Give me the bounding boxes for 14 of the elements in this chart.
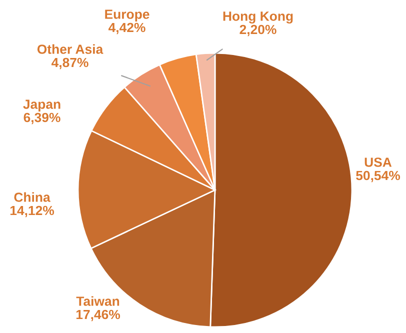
data-label: 4,42% <box>108 22 146 34</box>
data-label: 17,46% <box>76 310 120 322</box>
data-label: 4,87% <box>51 58 88 70</box>
slice-label: China <box>14 192 50 202</box>
data-label: 50,54% <box>356 170 400 182</box>
slice-label: Other Asia <box>37 44 104 54</box>
slice-label: Japan <box>23 100 60 112</box>
slice-label: Hong Kong <box>223 12 293 24</box>
slice-label: Europe <box>105 10 150 22</box>
data-label: 14,12% <box>10 206 54 218</box>
data-label: 2,20% <box>240 24 276 36</box>
data-label: 6,39% <box>24 112 60 124</box>
slice-label: Taiwan <box>76 296 120 306</box>
slice-label: USA <box>364 158 392 167</box>
